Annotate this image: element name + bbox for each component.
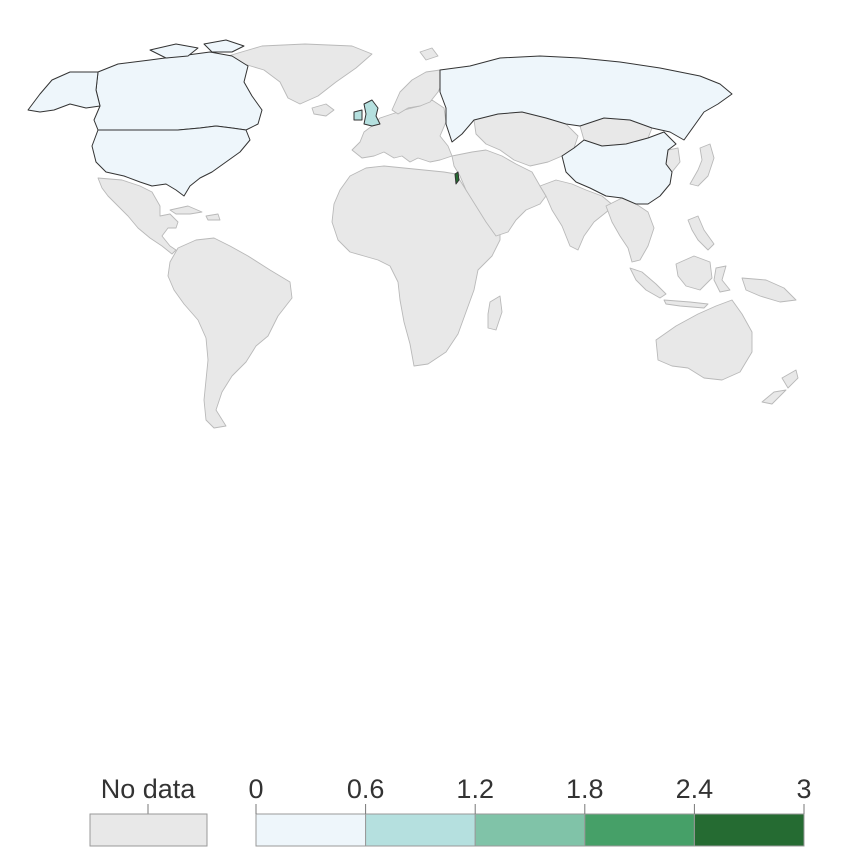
region-south-asia[interactable] [539, 179, 615, 251]
region-united-states[interactable] [91, 125, 251, 197]
legend-color-scale: 0 0.6 1.2 1.8 2.4 3 [248, 774, 812, 847]
legend-tick-label-1: 0.6 [347, 774, 385, 804]
region-southeast-asia[interactable] [605, 197, 655, 263]
legend-swatch-4 [693, 813, 805, 847]
legend-no-data-label: No data [101, 774, 197, 804]
region-sulawesi[interactable] [713, 265, 731, 293]
region-cuba[interactable] [169, 205, 203, 215]
region-united-kingdom[interactable] [363, 99, 381, 127]
region-philippines[interactable] [687, 215, 715, 251]
legend-swatch-0 [255, 813, 367, 847]
data-regions [27, 39, 733, 205]
legend-swatch-1 [365, 813, 476, 847]
region-middle-east[interactable] [451, 149, 547, 237]
legend-swatch-2 [474, 813, 586, 847]
legend-tick-label-4: 2.4 [676, 774, 714, 804]
region-sumatra[interactable] [629, 267, 667, 299]
region-java[interactable] [663, 299, 709, 309]
legend: No data 0 0.6 1.2 1.8 2.4 3 [89, 774, 812, 847]
region-russia[interactable] [439, 55, 733, 143]
legend-tick-label-2: 1.2 [456, 774, 494, 804]
legend-tick-label-0: 0 [248, 774, 263, 804]
region-japan[interactable] [689, 143, 715, 187]
region-madagascar[interactable] [487, 295, 503, 331]
region-greenland[interactable] [227, 43, 373, 105]
region-africa[interactable] [331, 165, 501, 367]
region-australia[interactable] [655, 299, 753, 381]
region-new-zealand[interactable] [761, 369, 799, 405]
legend-tick-label-5: 3 [796, 774, 811, 804]
region-ireland[interactable] [353, 109, 363, 121]
region-china[interactable] [561, 131, 677, 205]
legend-swatch-3 [584, 813, 695, 847]
region-canada[interactable] [93, 51, 263, 131]
region-europe[interactable] [351, 99, 453, 163]
region-iceland[interactable] [311, 103, 335, 117]
region-svalbard[interactable] [419, 47, 439, 61]
region-south-america[interactable] [167, 237, 293, 429]
region-hispaniola[interactable] [205, 213, 221, 221]
legend-tick-label-3: 1.8 [566, 774, 604, 804]
region-new-guinea[interactable] [741, 277, 797, 303]
region-canada-arctic[interactable] [149, 39, 245, 59]
region-israel[interactable] [454, 171, 460, 185]
legend-no-data-swatch [89, 813, 208, 847]
no-data-regions [97, 43, 799, 429]
region-mexico-central-america[interactable] [97, 177, 179, 255]
region-alaska[interactable] [27, 71, 101, 113]
region-borneo[interactable] [675, 255, 713, 291]
